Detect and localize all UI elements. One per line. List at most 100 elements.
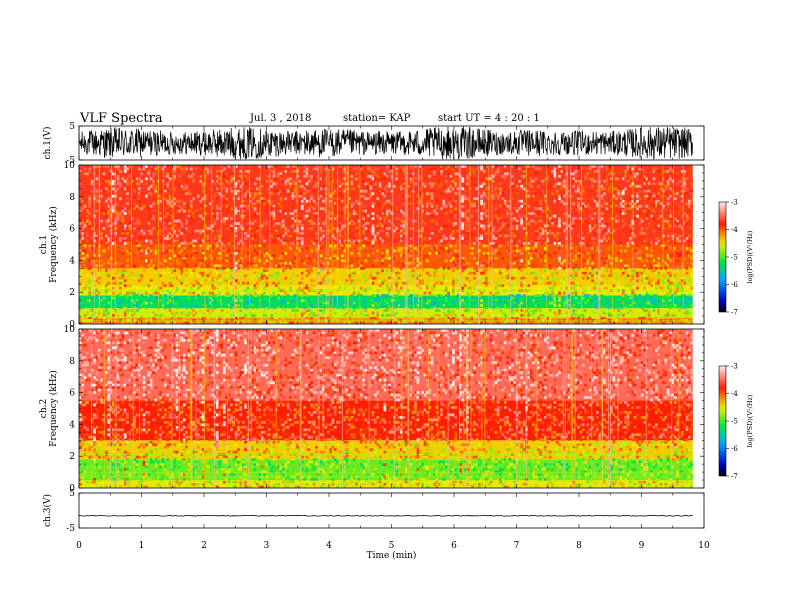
spectral-speck <box>133 207 136 210</box>
spectral-speck <box>241 276 245 280</box>
spectral-speck <box>324 249 328 253</box>
spectral-speck <box>400 304 403 307</box>
spectral-speck <box>180 291 184 295</box>
spectral-speck <box>518 249 521 253</box>
spectral-speck <box>385 199 389 203</box>
spectral-speck <box>88 259 92 263</box>
spectral-speck <box>199 232 203 235</box>
spectral-speck <box>192 291 195 295</box>
spectral-speck <box>107 261 110 265</box>
spectral-speck <box>218 182 221 186</box>
spectral-speck <box>390 284 394 288</box>
spectral-speck <box>393 321 396 325</box>
spectral-speck <box>395 254 398 258</box>
spectral-speck <box>393 256 396 260</box>
spectral-speck <box>102 291 106 295</box>
spectral-speck <box>359 314 363 317</box>
spectral-speck <box>374 254 377 258</box>
spectral-speck <box>123 167 127 171</box>
spectral-speck <box>315 177 318 181</box>
spectral-speck <box>499 204 502 208</box>
spectral-speck <box>548 217 552 220</box>
spectral-speck <box>466 261 469 265</box>
spectral-speck <box>277 174 280 178</box>
spectral-speck <box>402 254 406 258</box>
spectral-speck <box>232 296 236 300</box>
spectral-speck <box>522 314 526 317</box>
spectral-speck <box>244 306 247 310</box>
spectral-speck <box>310 259 313 263</box>
spectral-speck <box>90 247 94 250</box>
spectral-speck <box>565 222 568 225</box>
spectral-speck <box>147 217 151 220</box>
spectral-speck <box>329 212 332 215</box>
spectral-speck <box>454 197 457 201</box>
spectral-speck <box>437 202 441 206</box>
spectral-speck <box>362 244 365 248</box>
spectral-speck <box>374 239 377 243</box>
spectral-speck <box>480 296 483 300</box>
spectral-speck <box>331 214 335 218</box>
spectral-speck <box>142 269 146 273</box>
spectral-speck <box>565 286 568 290</box>
spectral-speck <box>100 239 103 243</box>
spectral-speck <box>553 170 557 173</box>
spectral-speck <box>506 301 509 305</box>
spectral-speck <box>296 234 299 238</box>
spectral-speck <box>395 281 398 285</box>
spectral-speck <box>251 314 254 317</box>
spectral-speck <box>577 301 580 305</box>
spectral-speck <box>265 174 269 178</box>
spectral-speck <box>444 252 448 255</box>
spectral-speck <box>305 189 309 193</box>
spectral-speck <box>381 316 384 320</box>
spectral-speck <box>376 174 380 178</box>
spectral-speck <box>88 249 92 253</box>
spectral-speck <box>544 247 547 250</box>
spectral-speck <box>194 281 198 285</box>
spectral-speck <box>348 209 351 213</box>
spectral-speck <box>305 264 309 268</box>
spectral-speck <box>440 239 443 243</box>
spectral-speck <box>239 259 243 263</box>
spectral-speck <box>305 252 309 255</box>
spectral-speck <box>211 239 214 243</box>
spectral-speck <box>256 212 259 215</box>
spectral-speck <box>135 279 139 283</box>
spectral-speck <box>185 249 188 253</box>
spectral-speck <box>149 165 153 168</box>
spectral-speck <box>331 234 335 238</box>
spectral-speck <box>348 174 351 178</box>
spectral-speck <box>274 165 278 168</box>
spectral-speck <box>560 194 564 198</box>
spectral-speck <box>152 212 155 215</box>
spectral-speck <box>409 167 413 171</box>
spectral-speck <box>426 301 429 305</box>
spectral-speck <box>511 234 514 238</box>
spectral-speck <box>376 197 380 201</box>
spectral-speck <box>130 279 134 283</box>
spectral-speck <box>298 199 302 203</box>
spectral-speck <box>296 237 299 240</box>
spectral-speck <box>558 165 561 168</box>
spectral-speck <box>428 177 432 181</box>
spectral-speck <box>418 274 422 278</box>
spectral-speck <box>383 194 387 198</box>
spectral-speck <box>393 319 396 322</box>
spectral-speck <box>147 222 151 225</box>
spectral-speck <box>204 204 207 208</box>
spectral-speck <box>402 291 406 295</box>
spectral-speck <box>489 194 493 198</box>
spectral-speck <box>126 192 129 196</box>
spectral-speck <box>95 234 99 238</box>
spectral-speck <box>305 269 309 273</box>
spectral-speck <box>305 182 309 186</box>
spectral-speck <box>482 296 486 300</box>
spectral-speck <box>529 252 533 255</box>
spectral-speck <box>503 321 507 325</box>
spectral-speck <box>138 299 141 302</box>
spectral-speck <box>477 254 481 258</box>
spectral-speck <box>126 291 129 295</box>
spectral-speck <box>291 187 295 191</box>
spectral-speck <box>274 222 278 225</box>
